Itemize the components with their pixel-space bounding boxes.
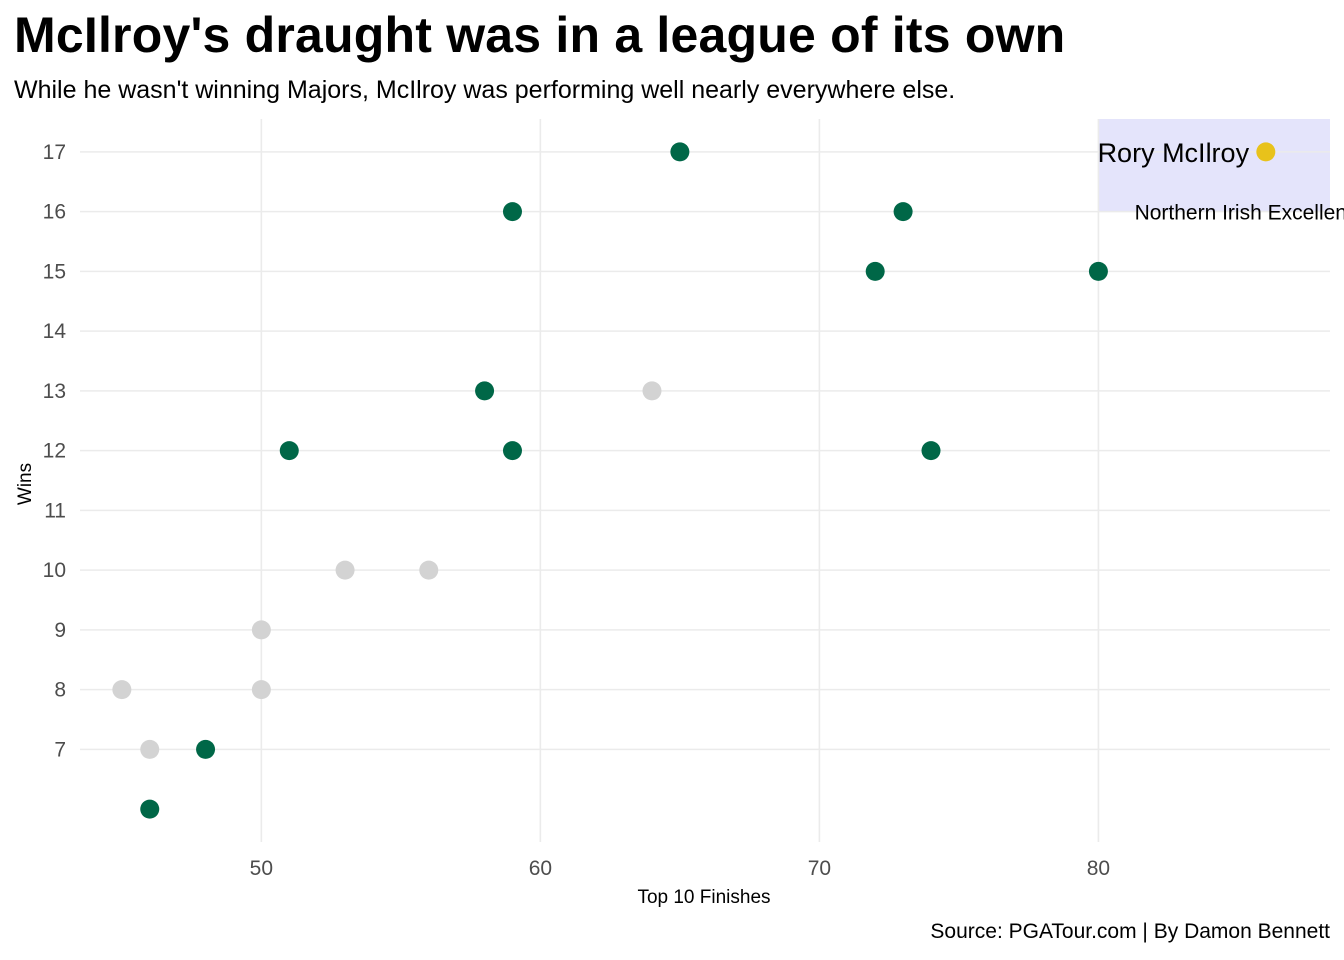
y-tick-label: 13 [43,380,66,403]
x-axis-title: Top 10 Finishes [637,887,770,908]
gridlines [80,119,1330,842]
data-point-major-winner [921,441,941,461]
chart-title: McIlroy's draught was in a league of its… [14,7,1066,63]
y-axis-title: Wins [15,463,36,505]
highlight-band-layer [1098,119,1330,212]
data-point-major-winner [196,739,216,759]
data-point-major-winner [670,142,690,162]
x-tick-label: 80 [1087,857,1110,880]
y-tick-label: 14 [43,320,67,343]
data-points [112,142,1276,819]
x-tick-label: 70 [808,857,831,880]
data-point-no-major [251,620,271,640]
y-tick-label: 10 [43,559,66,582]
data-point-major-winner [893,202,913,222]
data-point-no-major [642,381,662,401]
y-tick-label: 16 [43,201,66,224]
data-point-major-winner [475,381,495,401]
y-tick-label: 9 [54,619,66,642]
x-tick-label: 50 [250,857,273,880]
data-point-highlight [1256,142,1276,162]
data-point-major-winner [502,441,522,461]
highlight-band [1098,119,1330,212]
data-point-no-major [419,560,439,580]
data-point-no-major [140,739,160,759]
data-point-no-major [251,680,271,700]
data-point-major-winner [1088,261,1108,281]
y-axis-ticks: 7 8 9 10 11 12 13 14 15 16 17 [43,141,67,762]
y-tick-label: 17 [43,141,66,164]
data-point-major-winner [279,441,299,461]
chart-caption: Source: PGATour.com | By Damon Bennett [930,920,1330,943]
data-point-major-winner [502,202,522,222]
highlight-caption: Northern Irish Excellence [1135,202,1344,225]
y-tick-label: 15 [43,260,66,283]
data-point-major-winner [865,261,885,281]
x-tick-label: 60 [529,857,552,880]
data-point-no-major [112,680,132,700]
chart-subtitle: While he wasn't winning Majors, McIlroy … [14,76,956,104]
y-tick-label: 12 [43,440,66,463]
data-point-no-major [335,560,355,580]
annotations: Rory McIlroy Northern Irish Excellence [1098,138,1344,225]
player-label: Rory McIlroy [1098,138,1250,168]
y-tick-label: 11 [44,499,66,522]
data-point-major-winner [140,799,160,819]
y-tick-label: 8 [54,679,66,702]
x-axis-ticks: 50 60 70 80 [250,857,1110,880]
y-tick-label: 7 [54,738,66,761]
